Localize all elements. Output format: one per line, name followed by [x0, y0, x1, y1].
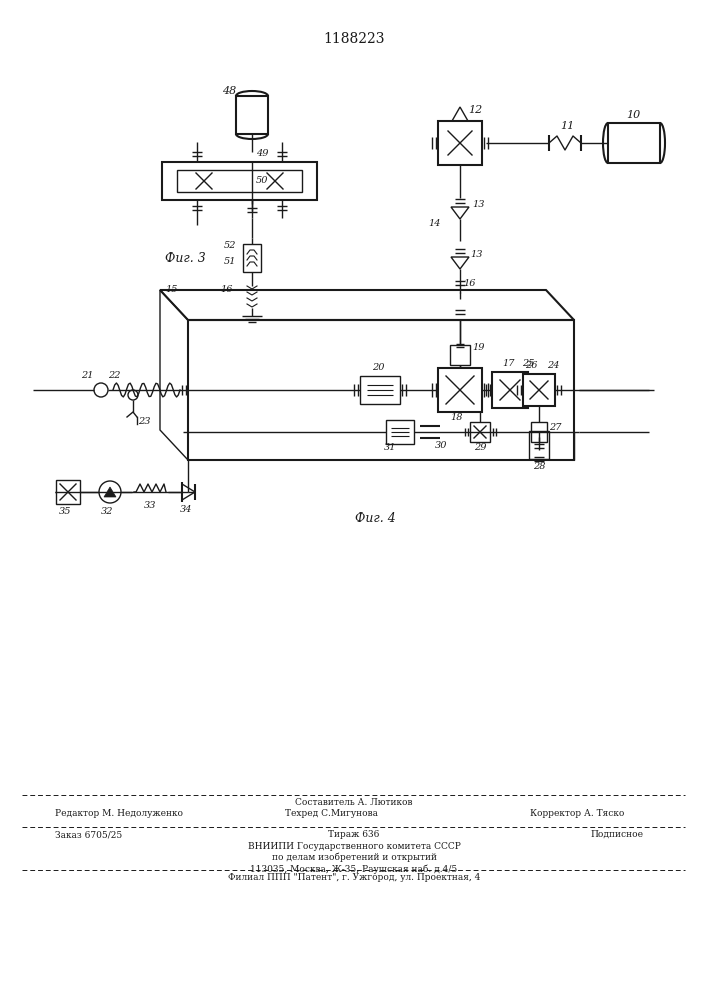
Text: 34: 34: [180, 505, 192, 514]
Text: 16: 16: [463, 279, 476, 288]
Text: 16: 16: [220, 285, 233, 294]
Bar: [386, 420, 414, 444]
Text: 49: 49: [256, 149, 269, 158]
Bar: [188, 320, 574, 460]
Text: Техред С.Мигунова: Техред С.Мигунова: [285, 809, 378, 818]
Text: Подписное: Подписное: [590, 830, 643, 839]
Text: по делам изобретений и открытий: по делам изобретений и открытий: [271, 853, 436, 862]
Text: 13: 13: [470, 250, 482, 259]
Bar: [529, 431, 549, 459]
Text: Корректор А. Тяско: Корректор А. Тяско: [530, 809, 624, 818]
Text: 19: 19: [472, 343, 484, 352]
Text: Заказ 6705/25: Заказ 6705/25: [55, 830, 122, 839]
Text: 24: 24: [547, 361, 559, 370]
Text: 48: 48: [222, 86, 236, 96]
Text: 26: 26: [525, 361, 537, 370]
Text: 28: 28: [533, 462, 546, 471]
Text: 31: 31: [384, 443, 397, 452]
Text: 33: 33: [144, 501, 156, 510]
Text: 15: 15: [165, 285, 177, 294]
Text: 1188223: 1188223: [323, 32, 385, 46]
Text: 35: 35: [59, 507, 71, 516]
Bar: [492, 372, 528, 408]
Text: 50: 50: [256, 176, 269, 185]
Text: Составитель А. Лютиков: Составитель А. Лютиков: [296, 798, 413, 807]
Text: 30: 30: [435, 441, 448, 450]
Bar: [523, 374, 555, 406]
Text: 113035, Москва, Ж-35, Раушская наб. д.4/5: 113035, Москва, Ж-35, Раушская наб. д.4/…: [250, 864, 457, 874]
Circle shape: [94, 383, 108, 397]
Text: 20: 20: [372, 363, 385, 372]
Text: 29: 29: [474, 443, 486, 452]
Bar: [438, 368, 482, 412]
Bar: [531, 422, 547, 442]
Text: 21: 21: [81, 371, 93, 380]
Bar: [56, 480, 80, 504]
Bar: [243, 244, 261, 272]
Polygon shape: [104, 487, 116, 497]
Text: 11: 11: [560, 121, 574, 131]
Bar: [608, 123, 660, 163]
Text: 23: 23: [138, 417, 151, 426]
Text: 32: 32: [101, 507, 114, 516]
Text: Фиг. 3: Фиг. 3: [165, 252, 206, 265]
Bar: [470, 422, 490, 442]
Text: 25: 25: [522, 359, 534, 368]
Bar: [438, 121, 482, 165]
Bar: [360, 376, 400, 404]
Bar: [162, 162, 317, 200]
Text: Филиал ППП "Патент", г. Ужгород, ул. Проектная, 4: Филиал ППП "Патент", г. Ужгород, ул. Про…: [228, 873, 480, 882]
Text: 13: 13: [472, 200, 484, 209]
Text: ВНИИПИ Государственного комитета СССР: ВНИИПИ Государственного комитета СССР: [247, 842, 460, 851]
Text: 12: 12: [468, 105, 482, 115]
Bar: [450, 345, 470, 365]
Bar: [236, 96, 268, 134]
Text: 10: 10: [626, 110, 641, 120]
Text: 22: 22: [108, 371, 120, 380]
Text: 52: 52: [224, 241, 237, 250]
Text: 18: 18: [450, 413, 462, 422]
Text: Тираж 636: Тираж 636: [328, 830, 380, 839]
Text: 51: 51: [224, 257, 237, 266]
Text: Фиг. 4: Фиг. 4: [355, 512, 395, 525]
Bar: [177, 170, 302, 192]
Text: 17: 17: [502, 359, 515, 368]
Text: 27: 27: [549, 423, 561, 432]
Text: Редактор М. Недолуженко: Редактор М. Недолуженко: [55, 809, 183, 818]
Text: 14: 14: [428, 219, 440, 228]
